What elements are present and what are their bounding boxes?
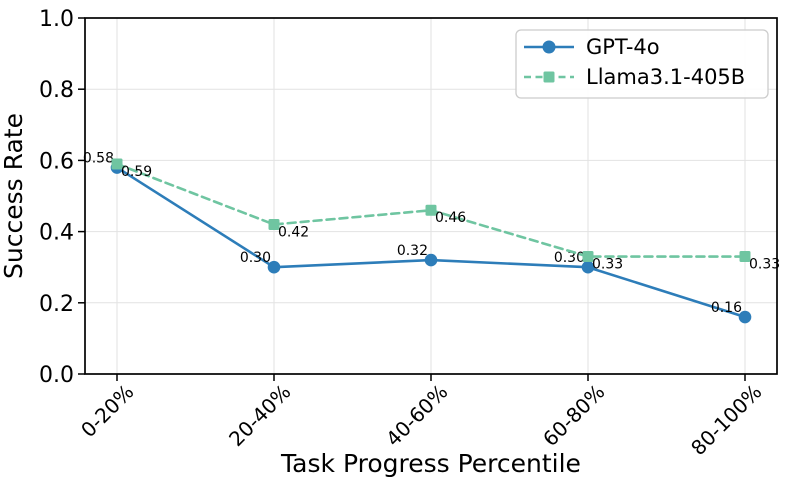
- data-point-label: 0.30: [240, 250, 271, 266]
- data-point-label: 0.46: [435, 210, 466, 226]
- data-point-marker: [581, 260, 595, 274]
- x-tick-label: 60-80%: [538, 380, 610, 452]
- data-point-label: 0.16: [711, 300, 742, 316]
- data-point-marker: [267, 260, 281, 274]
- legend-marker-square: [543, 71, 555, 83]
- y-axis-title: Success Rate: [0, 113, 28, 279]
- x-axis: 0-20% 20-40% 40-60% 60-80% 80-100% Task Progr…: [76, 374, 767, 478]
- data-point-label: 0.58: [83, 151, 114, 167]
- y-tick-label: 1.0: [39, 7, 74, 32]
- y-tick-label: 0.0: [39, 363, 74, 388]
- x-axis-title: Task Progress Percentile: [280, 449, 581, 478]
- data-point-marker: [582, 251, 594, 263]
- y-tick-label: 0.2: [39, 292, 74, 317]
- data-point-label: 0.33: [749, 257, 780, 273]
- y-axis: 0.0 0.2 0.4 0.6 0.8 1.0 Success Rate: [0, 7, 85, 388]
- series-gpt-4o: 0.58 0.30 0.32 0.30 0.16: [83, 151, 752, 324]
- y-tick-label: 0.8: [39, 78, 74, 103]
- data-point-label: 0.59: [121, 164, 152, 180]
- data-point-marker: [268, 218, 280, 230]
- legend-label: Llama3.1-405B: [586, 65, 745, 89]
- data-point-label: 0.32: [397, 243, 428, 259]
- y-tick-label: 0.4: [39, 221, 74, 246]
- x-tick-label: 80-100%: [686, 380, 766, 460]
- legend-label: GPT-4o: [586, 35, 660, 59]
- x-tick-label: 0-20%: [76, 380, 139, 443]
- data-point-label: 0.42: [278, 224, 309, 240]
- legend-box: [515, 29, 769, 99]
- legend-marker-circle: [542, 40, 556, 54]
- legend: GPT-4o Llama3.1-405B: [515, 29, 769, 99]
- data-point-marker: [738, 310, 752, 324]
- data-point-marker: [739, 251, 751, 263]
- y-tick-label: 0.6: [39, 149, 74, 174]
- data-point-label: 0.33: [592, 257, 623, 273]
- data-point-label: 0.30: [554, 250, 585, 266]
- x-tick-label: 20-40%: [224, 380, 296, 452]
- data-point-marker: [111, 158, 123, 170]
- series-llama3-1-405b: 0.59 0.42 0.46 0.33 0.33: [111, 158, 780, 273]
- data-point-marker: [424, 253, 438, 267]
- data-point-marker: [425, 204, 437, 216]
- x-tick-label: 40-60%: [381, 380, 453, 452]
